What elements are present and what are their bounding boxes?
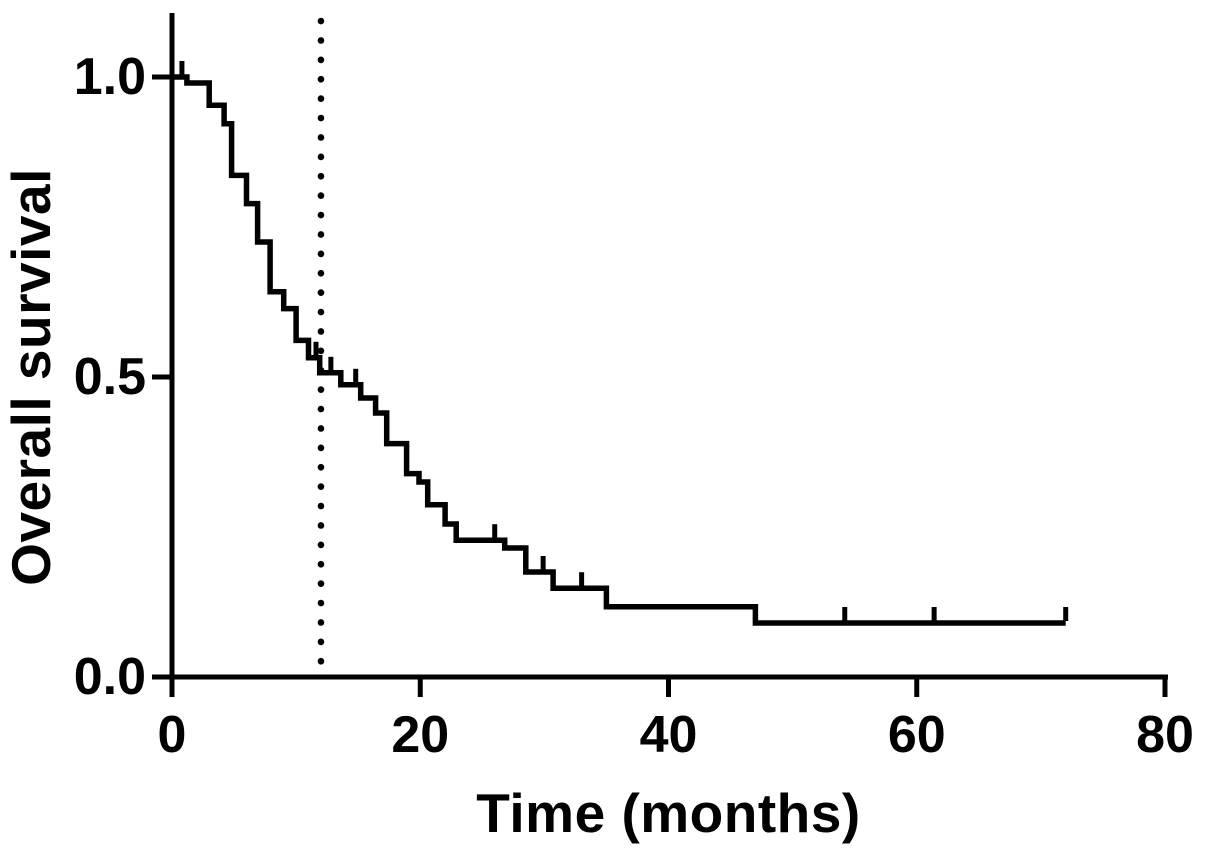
x-tick-label-20: 20 xyxy=(391,706,449,764)
y-tick-label-0.5: 0.5 xyxy=(74,348,146,406)
y-tick-label-1.0: 1.0 xyxy=(74,48,146,106)
x-tick-label-80: 80 xyxy=(1136,706,1194,764)
x-tick-label-0: 0 xyxy=(158,706,187,764)
x-tick-label-40: 40 xyxy=(640,706,698,764)
survival-step-curve xyxy=(172,74,1066,626)
x-axis-title: Time (months) xyxy=(476,782,861,844)
y-axis-title: Overall survival xyxy=(0,168,62,586)
x-tick-label-60: 60 xyxy=(888,706,946,764)
y-tick-label-0.0: 0.0 xyxy=(74,648,146,706)
